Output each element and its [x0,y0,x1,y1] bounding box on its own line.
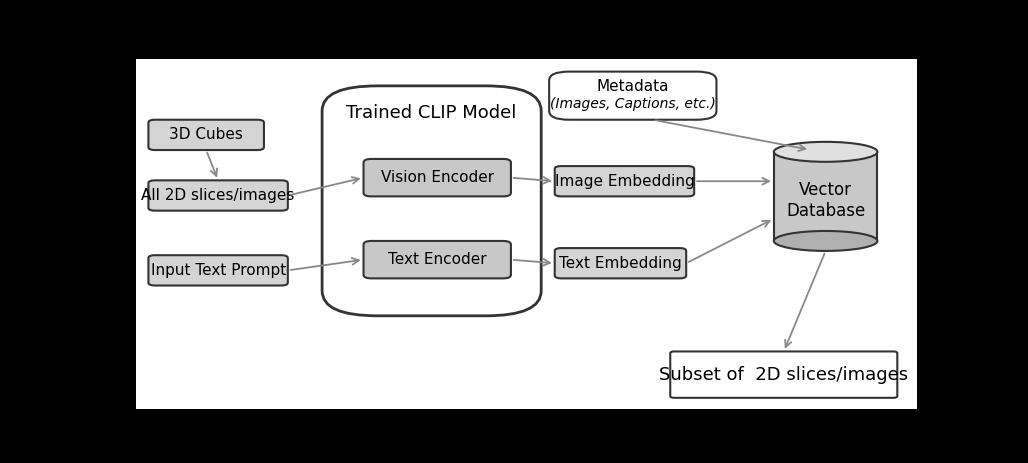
FancyBboxPatch shape [322,86,541,316]
FancyBboxPatch shape [148,181,288,211]
Ellipse shape [774,231,878,251]
FancyBboxPatch shape [364,159,511,196]
FancyBboxPatch shape [549,72,717,120]
FancyBboxPatch shape [555,166,694,196]
Text: Vision Encoder: Vision Encoder [380,170,493,185]
FancyBboxPatch shape [555,248,687,278]
Text: Image Embedding: Image Embedding [554,174,694,189]
Text: Metadata: Metadata [596,79,669,94]
FancyBboxPatch shape [364,241,511,278]
FancyBboxPatch shape [670,351,897,398]
Ellipse shape [774,142,878,162]
Text: All 2D slices/images: All 2D slices/images [142,188,295,203]
Text: Input Text Prompt: Input Text Prompt [150,263,286,278]
Text: Trained CLIP Model: Trained CLIP Model [346,104,517,122]
FancyBboxPatch shape [148,255,288,286]
Text: Text Encoder: Text Encoder [388,252,486,267]
Text: Subset of  2D slices/images: Subset of 2D slices/images [659,366,909,384]
FancyBboxPatch shape [148,120,264,150]
Text: (Images, Captions, etc.): (Images, Captions, etc.) [550,96,715,111]
Bar [774,152,878,241]
Text: Text Embedding: Text Embedding [559,256,682,271]
FancyBboxPatch shape [137,59,917,408]
Text: Vector
Database: Vector Database [786,181,866,220]
Text: 3D Cubes: 3D Cubes [170,127,243,143]
